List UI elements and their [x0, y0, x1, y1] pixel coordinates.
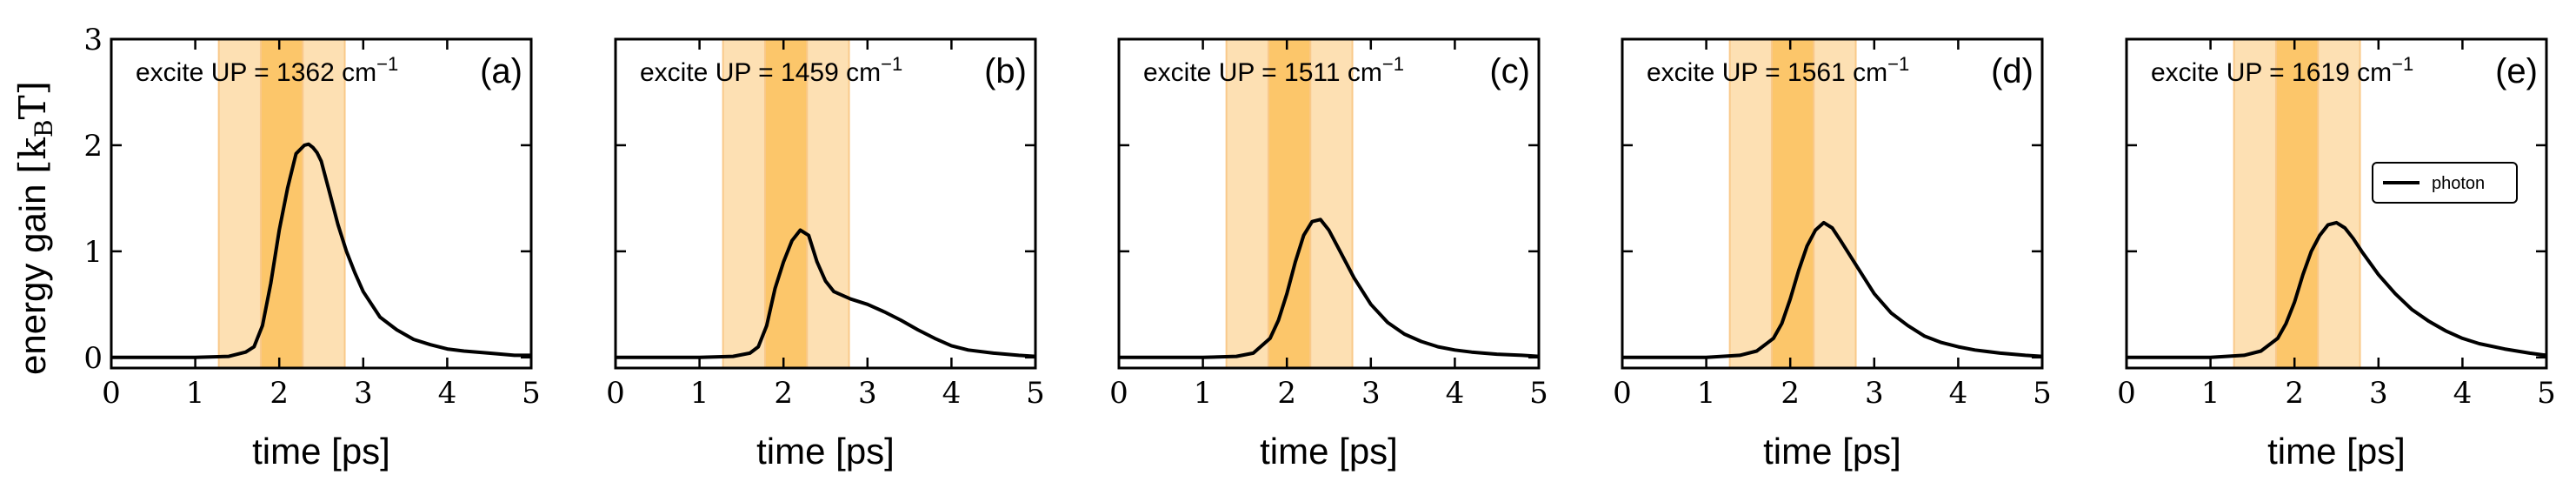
- panel-label: (d): [1991, 52, 2034, 90]
- x-tick-label: 2: [1277, 376, 1296, 411]
- x-tick-label: 3: [1865, 376, 1884, 411]
- annotation-text: excite UP = 1459 cm: [640, 58, 881, 87]
- x-tick-label: 1: [186, 376, 205, 411]
- x-tick-label: 4: [2453, 376, 2473, 411]
- inner-band: [259, 38, 304, 369]
- energy-gain-line: [616, 228, 1036, 359]
- x-tick-label: 0: [2117, 376, 2136, 411]
- energy-gain-line: [111, 142, 531, 359]
- excite-annotation: excite UP = 1459 cm−1: [640, 53, 902, 87]
- inner-band: [1267, 38, 1312, 369]
- x-tick-label: 3: [2369, 376, 2388, 411]
- annotation-exponent: −1: [1887, 53, 1909, 75]
- x-tick-label: 0: [102, 376, 121, 411]
- legend: photon: [2372, 162, 2518, 204]
- x-tick-label: 3: [1361, 376, 1381, 411]
- annotation-exponent: −1: [1382, 53, 1404, 75]
- annotation-exponent: −1: [2392, 53, 2413, 75]
- x-tick-label: 5: [1026, 376, 1045, 411]
- panel-label: (a): [480, 52, 523, 90]
- inner-band: [763, 38, 809, 369]
- y-tick-label: 1: [83, 235, 103, 270]
- x-tick-label: 0: [1613, 376, 1632, 411]
- axes-frame: [614, 37, 1037, 370]
- x-tick-label: 1: [1194, 376, 1213, 411]
- x-tick-label: 4: [438, 376, 457, 411]
- excite-annotation: excite UP = 1362 cm−1: [136, 53, 398, 87]
- x-axis-label: time [ps]: [756, 431, 895, 472]
- panel-5: 0 1 2 3 4 5 excite UP = 1619 cm−1 (e) time [ps] p…: [2117, 37, 2556, 472]
- panel-3: 0 1 2 3 4 5 excite UP = 1511 cm−1 (c) time [ps]: [1109, 37, 1548, 472]
- energy-gain-line: [1622, 220, 2043, 359]
- x-tick-label: 1: [1697, 376, 1716, 411]
- x-axis-label: time [ps]: [252, 431, 390, 472]
- panel-label: (c): [1489, 52, 1530, 90]
- x-axis-label: time [ps]: [2267, 431, 2406, 472]
- annotation-text: excite UP = 1362 cm: [136, 58, 376, 87]
- y-tick-label: 3: [83, 23, 103, 57]
- x-tick-label: 5: [1529, 376, 1548, 411]
- y-tick-label: 0: [83, 341, 103, 376]
- axes-frame: [1117, 37, 1541, 370]
- x-tick-label: 4: [1446, 376, 1465, 411]
- panel-1: 0 1 2 3 4 5 0 1 2 3 excite UP = 1362 cm−1 (a) time […: [83, 23, 540, 472]
- x-tick-label: 2: [774, 376, 793, 411]
- y-axis-label-unit: [k: [11, 137, 54, 173]
- x-axis-label: time [ps]: [1763, 431, 1901, 472]
- panel-label: (b): [984, 52, 1027, 90]
- energy-gain-line: [1119, 218, 1540, 359]
- axes-frame: [1621, 37, 2044, 370]
- x-tick-label: 3: [858, 376, 877, 411]
- x-tick-label: 1: [690, 376, 709, 411]
- annotation-text: excite UP = 1511 cm: [1143, 58, 1382, 87]
- x-tick-label: 0: [606, 376, 625, 411]
- x-tick-label: 1: [2201, 376, 2220, 411]
- y-axis-label-unit-sub: B: [30, 119, 58, 137]
- inner-band: [1770, 38, 1815, 369]
- x-tick-label: 2: [2285, 376, 2304, 411]
- legend-label: photon: [2432, 174, 2485, 193]
- x-tick-label: 0: [1109, 376, 1128, 411]
- excite-annotation: excite UP = 1619 cm−1: [2151, 53, 2413, 87]
- x-tick-label: 3: [354, 376, 373, 411]
- x-tick-label: 2: [270, 376, 289, 411]
- x-tick-label: 5: [522, 376, 541, 411]
- annotation-exponent: −1: [881, 53, 902, 75]
- x-tick-label: 2: [1781, 376, 1800, 411]
- panel-2: 0 1 2 3 4 5 excite UP = 1459 cm−1 (b) time [ps]: [606, 37, 1045, 472]
- y-axis-label: energy gain [kBT]: [11, 81, 58, 375]
- inner-band: [2274, 38, 2320, 369]
- axes-frame: [2125, 37, 2548, 370]
- excite-annotation: excite UP = 1511 cm−1: [1143, 53, 1404, 87]
- axes-frame: [110, 37, 533, 370]
- annotation-exponent: −1: [376, 53, 398, 75]
- energy-gain-line: [2127, 220, 2547, 359]
- x-tick-label: 5: [2033, 376, 2052, 411]
- legend-box: [2372, 162, 2518, 204]
- y-axis-label-text: energy gain: [12, 174, 53, 375]
- excite-annotation: excite UP = 1561 cm−1: [1647, 53, 1909, 87]
- x-tick-label: 4: [1949, 376, 1968, 411]
- x-tick-label: 4: [942, 376, 962, 411]
- annotation-text: excite UP = 1561 cm: [1647, 58, 1887, 87]
- panel-label: (e): [2495, 52, 2538, 90]
- y-tick-label: 2: [83, 129, 103, 164]
- x-axis-label: time [ps]: [1260, 431, 1398, 472]
- x-tick-label: 5: [2537, 376, 2556, 411]
- y-axis-label-unit-end: T]: [11, 81, 54, 119]
- annotation-text: excite UP = 1619 cm: [2151, 58, 2392, 87]
- panel-4: 0 1 2 3 4 5 excite UP = 1561 cm−1 (d) time [ps]: [1613, 37, 2052, 472]
